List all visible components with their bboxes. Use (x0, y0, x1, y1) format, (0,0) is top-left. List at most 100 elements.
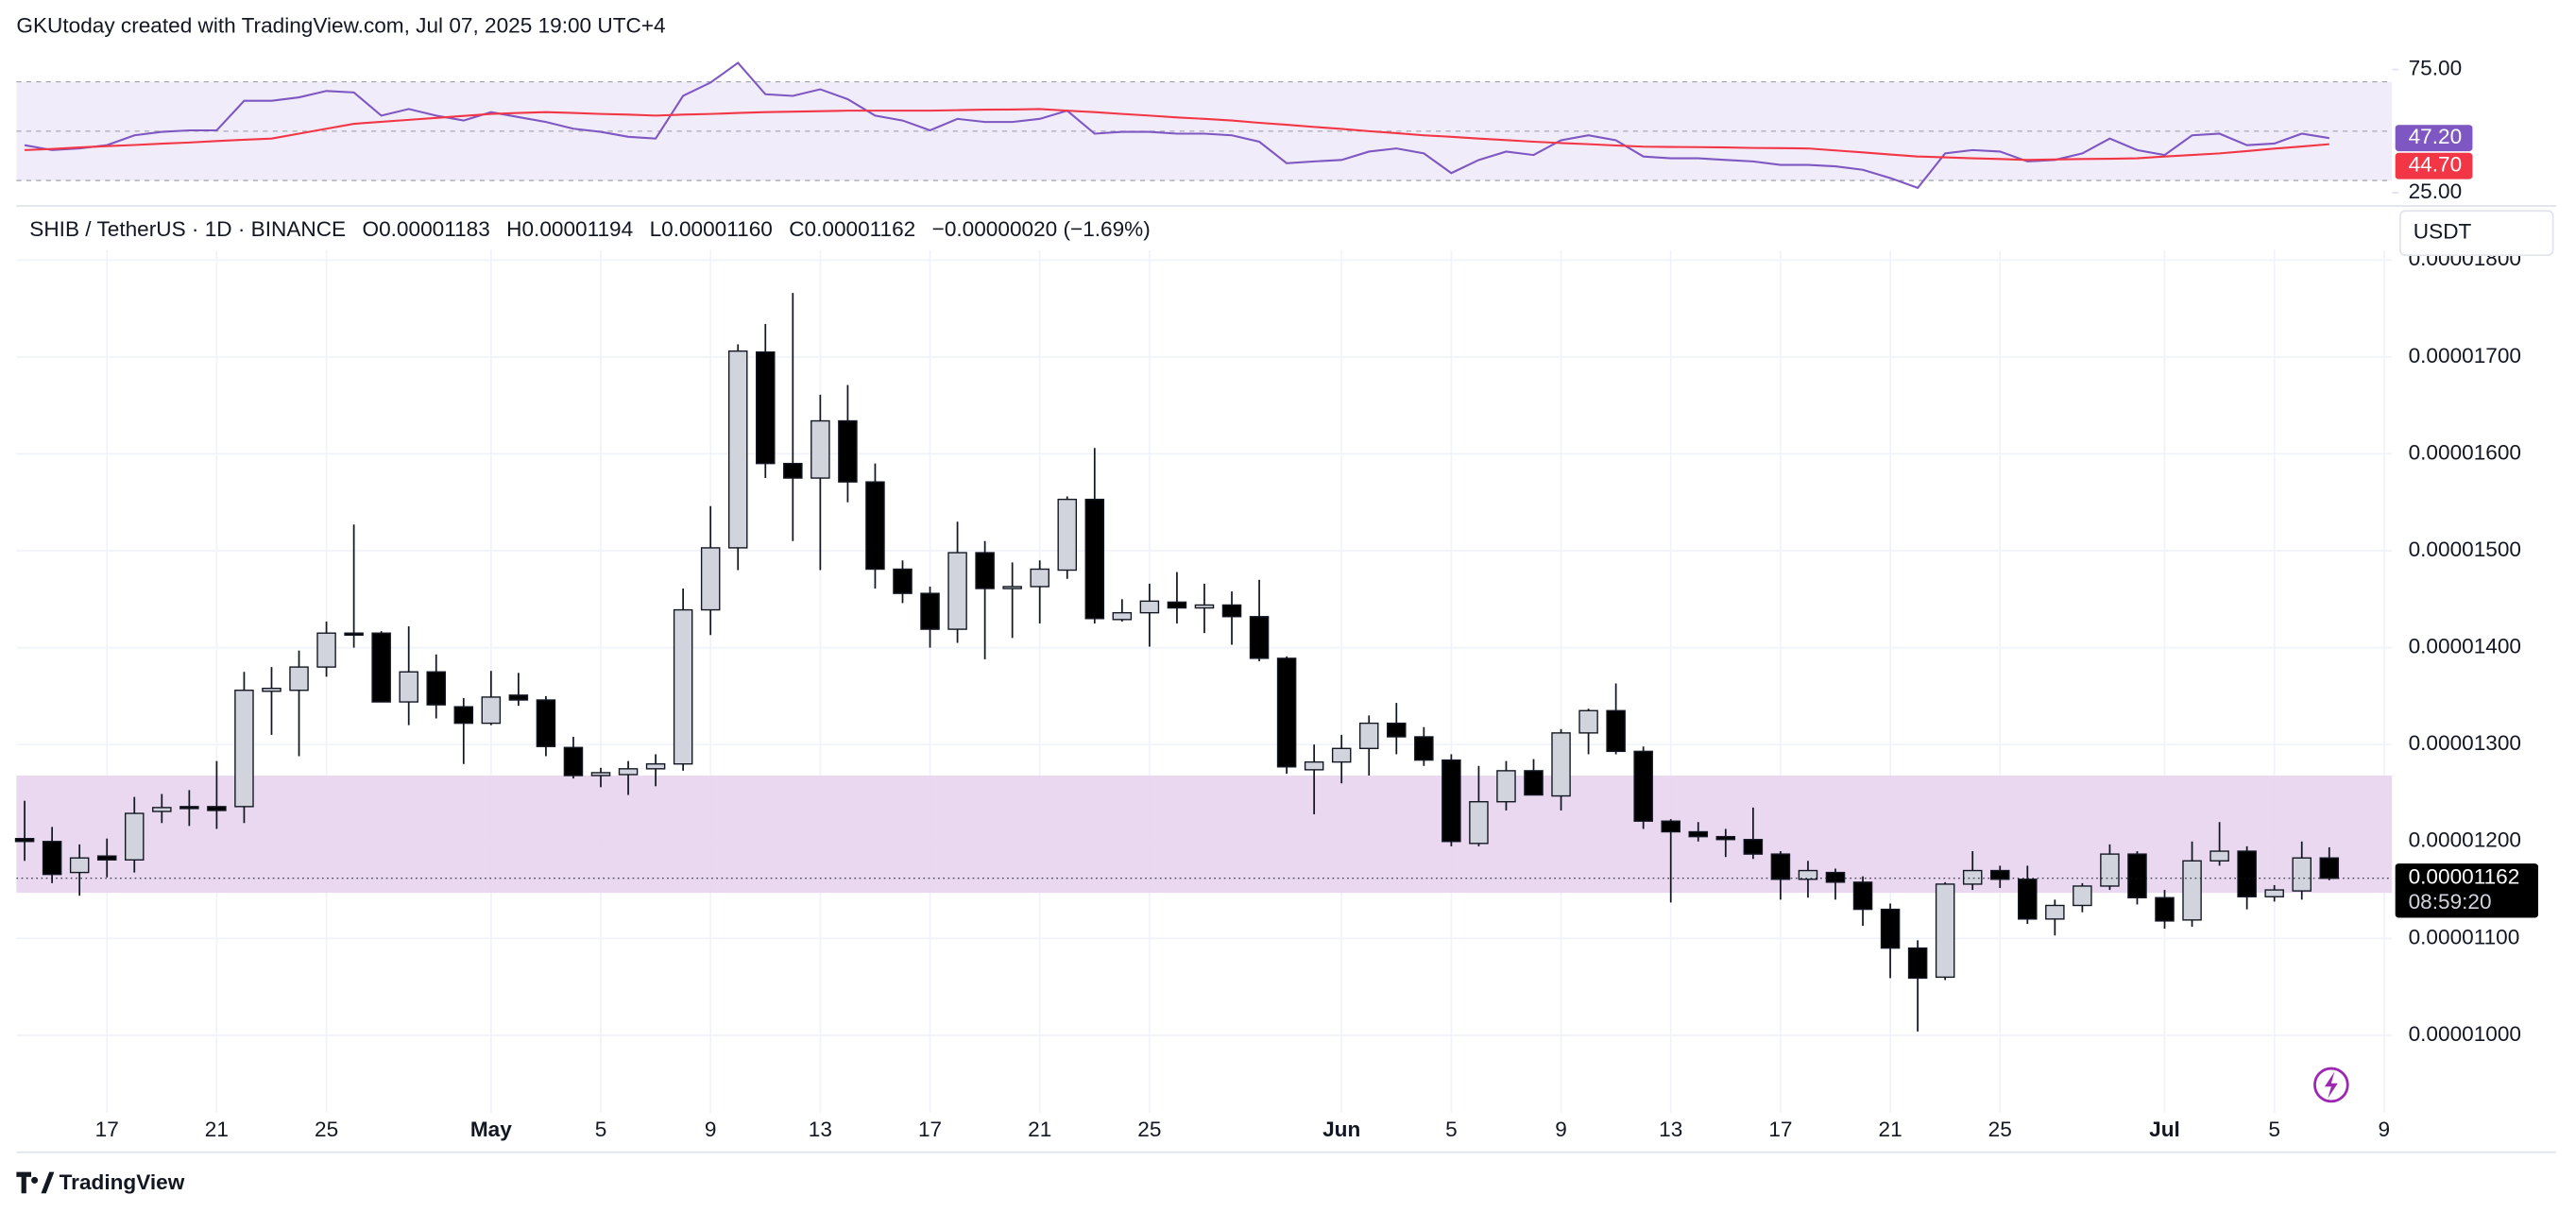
candle-body (1606, 709, 1626, 753)
x-tick-label: 25 (1988, 1118, 2012, 1141)
candle-body (152, 807, 172, 812)
x-tick-label: May (470, 1118, 512, 1141)
x-tick-label: 25 (315, 1118, 338, 1141)
candle-body (618, 768, 639, 776)
candle-body (756, 350, 776, 465)
candle-body (1057, 498, 1078, 572)
candle-body (810, 419, 830, 479)
candle-body (1633, 750, 1653, 822)
rsi-line (24, 61, 2329, 190)
candle-body (289, 666, 309, 691)
candle-body (234, 690, 254, 808)
candle-body (893, 568, 913, 594)
x-tick-label: 5 (595, 1118, 607, 1141)
candle-body (1907, 947, 1928, 980)
candle-body (2045, 904, 2065, 920)
x-tick-label: 13 (1659, 1118, 1682, 1141)
candle-body (1002, 586, 1022, 589)
value-badge-label: 44.70 (2409, 153, 2463, 177)
currency-box[interactable] (2399, 210, 2554, 257)
candle-body (371, 632, 391, 703)
candle-body (1249, 616, 1270, 659)
candle-body (2155, 896, 2175, 922)
candle-body (975, 552, 995, 589)
x-tick-label: 21 (1028, 1118, 1051, 1141)
candle-body (1578, 709, 1598, 734)
candle-body (1030, 568, 1049, 588)
candle-body (920, 592, 940, 630)
candle-body (1524, 770, 1544, 796)
candle-body (1414, 736, 1434, 761)
x-tick-label: 5 (1445, 1118, 1458, 1141)
candle-body (1221, 604, 1242, 618)
candle-body (1880, 908, 1901, 949)
candle-body (316, 632, 336, 668)
candle-body (1743, 839, 1764, 855)
candle-body (2073, 885, 2092, 907)
candle-body (1962, 869, 1983, 885)
legend: SHIB / TetherUS · 1D · BINANCE O0.0000118… (29, 217, 1151, 241)
candle-body (1387, 722, 1407, 738)
candle-body (563, 746, 584, 777)
last-price-label: 0.00001162 (2409, 865, 2520, 889)
candle-body (1935, 883, 1955, 979)
candle-body (947, 552, 967, 630)
lightning-icon[interactable] (2313, 1067, 2349, 1103)
y-tick-label: 0.00001300 (2409, 731, 2521, 755)
y-tick-label: 0.00001400 (2409, 635, 2521, 658)
rsi-line (25, 108, 2329, 162)
y-tick-label: 75.00 (2409, 57, 2463, 80)
candle-body (838, 419, 858, 483)
logo-text: TradingView (60, 1170, 185, 1194)
y-tick-label: 0.00001200 (2409, 828, 2521, 852)
logo-icon (16, 1171, 55, 1194)
candle-body (1304, 760, 1324, 771)
candle-body (865, 481, 885, 571)
x-tick-label: 21 (1879, 1118, 1902, 1141)
x-tick-label: 17 (95, 1118, 119, 1141)
y-tick-label: 0.00001700 (2409, 344, 2521, 367)
candle-body (2237, 850, 2257, 897)
value-badge-label: 47.20 (2409, 125, 2463, 148)
lightning-glyph (2324, 1071, 2338, 1099)
last-price-box (2395, 863, 2538, 918)
candle-body (1194, 604, 1215, 609)
ohlc-value: H0.00001194 (506, 217, 633, 241)
ohlc-value: O0.00001183 (363, 217, 490, 241)
countdown: 08:59:20 (2409, 890, 2492, 913)
candle-body (1496, 770, 1516, 803)
currency[interactable]: USDT (2414, 220, 2472, 244)
x-tick-label: 25 (1137, 1118, 1161, 1141)
candle-body (1139, 600, 1160, 614)
x-tick-label: 9 (2379, 1118, 2391, 1141)
y-tick-label: 0.00001100 (2409, 925, 2520, 948)
candle-body (2319, 857, 2340, 879)
candle-body (69, 857, 90, 874)
candle-body (426, 671, 447, 706)
candle-body (1331, 747, 1352, 763)
candle-body (1442, 759, 1461, 843)
candle-body (1852, 881, 1873, 911)
candle-body (453, 706, 474, 725)
x-tick-label: 9 (1555, 1118, 1567, 1141)
y-tick-label: 0.00001600 (2409, 440, 2521, 464)
candle-body (536, 699, 556, 747)
candle-body (673, 608, 693, 765)
y-tick-label: 0.00001500 (2409, 538, 2521, 561)
x-tick-label: 21 (205, 1118, 229, 1141)
candle-body (262, 687, 281, 692)
candle-body (1112, 611, 1133, 621)
candle-body (2018, 879, 2038, 920)
candle-body (2264, 889, 2284, 897)
candle-body (481, 696, 502, 725)
value-badge (2395, 152, 2473, 179)
x-tick-label: 5 (2268, 1118, 2280, 1141)
candle-body (2292, 857, 2312, 892)
ohlc-value: C0.00001162 (789, 217, 915, 241)
candle-body (179, 806, 199, 810)
x-tick-label: 17 (1768, 1118, 1792, 1141)
candle-body (700, 547, 721, 611)
